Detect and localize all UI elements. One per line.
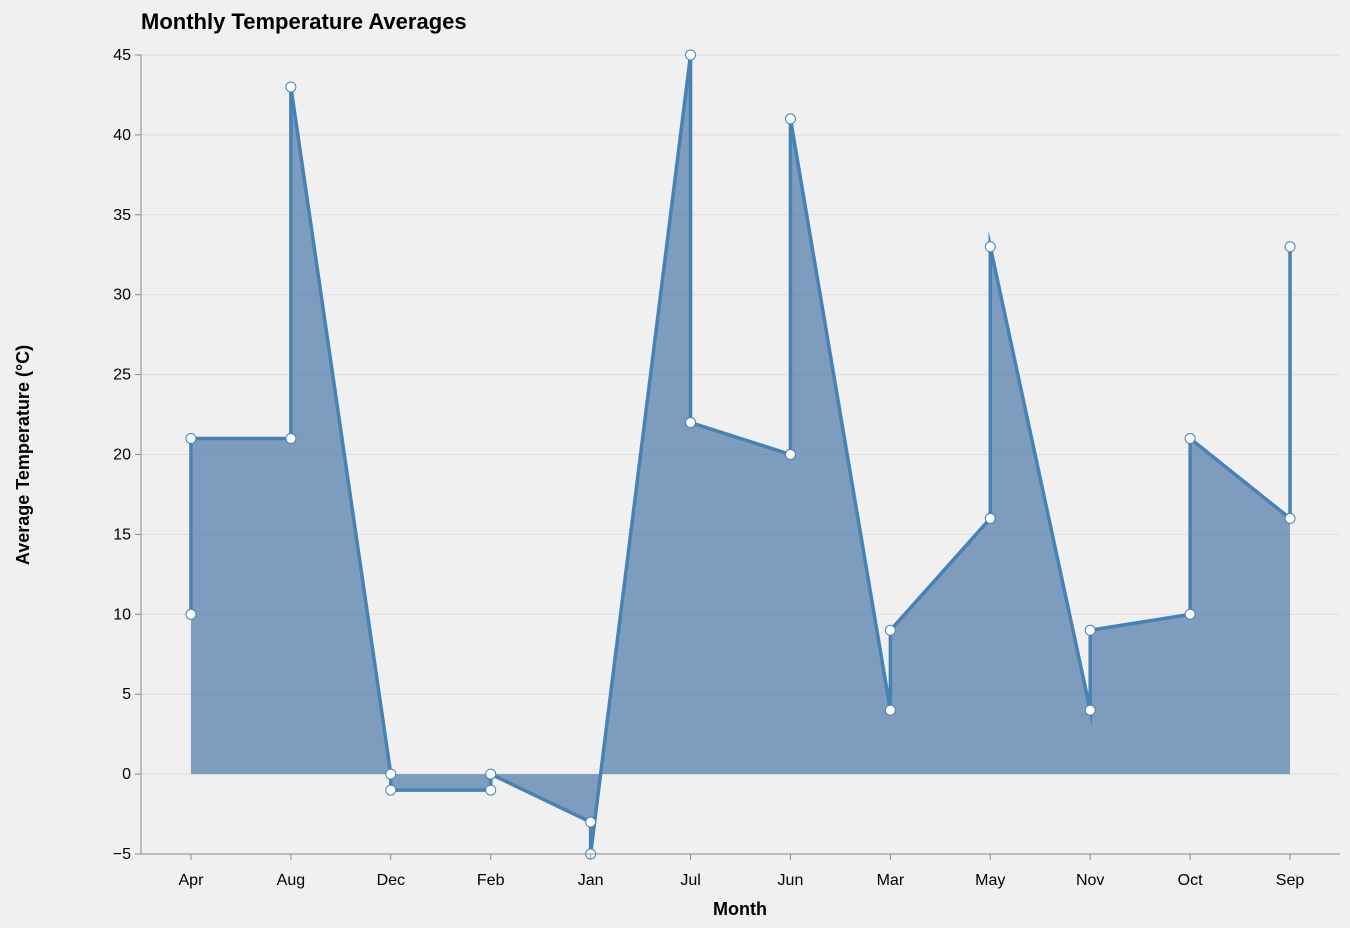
x-tick-label: Jun <box>778 872 804 889</box>
y-tick-label: 45 <box>113 47 131 64</box>
data-point[interactable] <box>285 81 297 93</box>
y-tick-label: 40 <box>113 127 131 144</box>
y-tick-label: −5 <box>113 846 131 863</box>
x-tick-label: Apr <box>179 872 205 889</box>
y-tick-label: 20 <box>113 447 131 464</box>
x-tick-label: Dec <box>377 872 405 889</box>
data-point[interactable] <box>784 449 796 460</box>
data-point[interactable] <box>984 512 996 524</box>
data-point[interactable] <box>1084 704 1096 716</box>
data-point[interactable] <box>685 417 697 429</box>
y-tick-label: 25 <box>113 367 131 384</box>
y-tick-label: 0 <box>122 766 131 783</box>
data-point[interactable] <box>585 816 597 828</box>
data-point[interactable] <box>185 608 197 620</box>
data-point[interactable] <box>1184 608 1196 620</box>
temperature-line <box>189 54 1292 855</box>
data-point[interactable] <box>685 49 697 61</box>
data-point[interactable] <box>1184 433 1196 445</box>
x-tick-label: Nov <box>1076 872 1104 889</box>
data-point[interactable] <box>984 241 996 253</box>
y-tick-label: 5 <box>122 686 131 703</box>
line-layer <box>189 54 1292 855</box>
data-point[interactable] <box>385 784 397 796</box>
data-point[interactable] <box>1084 624 1096 636</box>
y-tick-label: 15 <box>113 526 131 543</box>
x-tick-label: Aug <box>277 872 305 889</box>
y-axis-title: Average Temperature (°C) <box>13 345 33 565</box>
data-point[interactable] <box>1284 512 1296 524</box>
axis-layer: −5 0 5 10 15 20 25 30 35 40 45 Apr Aug Dec Feb Jan Jul Ju… <box>113 47 1340 889</box>
x-tick-label: Jul <box>680 872 700 889</box>
chart-title: Monthly Temperature Averages <box>141 9 467 34</box>
x-axis-title: Month <box>713 899 767 919</box>
point-layer <box>185 49 1296 860</box>
data-point[interactable] <box>784 113 796 125</box>
x-tick-label: May <box>975 872 1005 889</box>
y-tick-label: 35 <box>113 207 131 224</box>
x-tick-label: Mar <box>877 872 905 889</box>
temperature-area <box>190 55 1291 854</box>
area-layer <box>190 55 1291 854</box>
x-tick-label: Sep <box>1276 872 1305 889</box>
data-point[interactable] <box>884 704 896 716</box>
x-tick-label: Feb <box>477 872 505 889</box>
data-point[interactable] <box>485 768 497 780</box>
y-tick-label: 10 <box>113 606 131 623</box>
x-tick-label: Jan <box>578 872 604 889</box>
y-tick-label: 30 <box>113 287 131 304</box>
data-point[interactable] <box>485 784 497 796</box>
data-point[interactable] <box>884 624 896 636</box>
data-point[interactable] <box>385 768 397 780</box>
data-point[interactable] <box>285 433 297 445</box>
data-point[interactable] <box>1284 241 1296 253</box>
data-point[interactable] <box>185 433 197 445</box>
x-tick-label: Oct <box>1178 872 1203 889</box>
